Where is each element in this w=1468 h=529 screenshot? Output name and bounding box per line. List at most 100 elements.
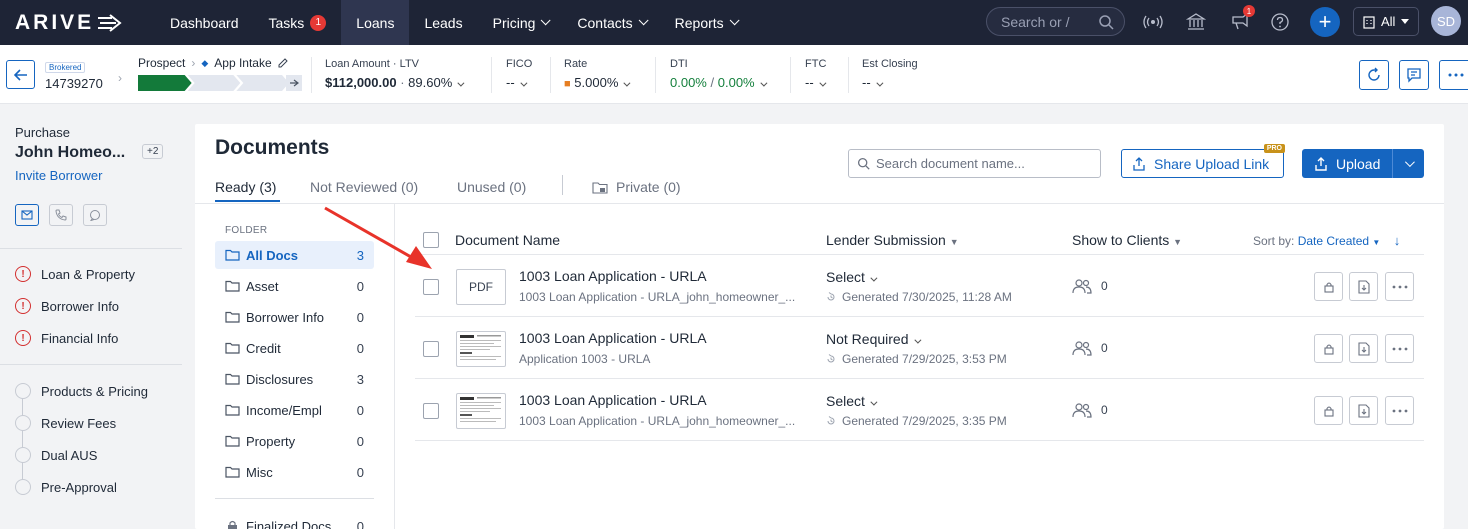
loan-stage[interactable]: Prospect › ◆ App Intake bbox=[138, 56, 288, 70]
refresh-button[interactable] bbox=[1359, 60, 1389, 90]
row-checkbox[interactable] bbox=[423, 279, 439, 295]
lender-submission-select[interactable]: Not Required bbox=[826, 331, 921, 347]
announcement-icon[interactable]: 1 bbox=[1230, 5, 1255, 33]
create-new-button[interactable]: + bbox=[1310, 7, 1340, 37]
nav-tasks[interactable]: Tasks 1 bbox=[254, 0, 342, 45]
sidebar-step-products-pricing[interactable]: Products & Pricing bbox=[15, 383, 148, 399]
loan-amount-field[interactable]: Loan Amount · LTV $112,000.00 · 89.60% bbox=[325, 58, 465, 90]
column-lender-submission[interactable]: Lender Submission ▼ bbox=[826, 232, 959, 248]
document-preview-icon bbox=[459, 334, 503, 364]
document-name[interactable]: 1003 Loan Application - URLA bbox=[519, 392, 707, 408]
sidebar-item-financial-info[interactable]: ! Financial Info bbox=[15, 330, 118, 346]
call-button[interactable] bbox=[49, 204, 73, 226]
folder-item[interactable]: Disclosures 3 bbox=[215, 365, 374, 393]
document-search-input[interactable]: Search document name... bbox=[848, 149, 1101, 178]
more-options-button[interactable] bbox=[1439, 60, 1468, 90]
row-checkbox[interactable] bbox=[423, 341, 439, 357]
folder-item[interactable]: Credit 0 bbox=[215, 334, 374, 362]
column-show-to-clients[interactable]: Show to Clients ▼ bbox=[1072, 232, 1182, 248]
lender-submission-select[interactable]: Select bbox=[826, 393, 878, 409]
sidebar-step-review-fees[interactable]: Review Fees bbox=[15, 415, 116, 431]
sms-button[interactable] bbox=[83, 204, 107, 226]
pro-badge: PRO bbox=[1263, 144, 1285, 153]
tab-ready[interactable]: Ready (3) bbox=[215, 179, 277, 195]
arive-logo[interactable]: ARIVE bbox=[15, 11, 155, 35]
folder-item[interactable]: Income/Empl 0 bbox=[215, 396, 374, 424]
history-icon bbox=[827, 292, 835, 301]
download-document-button[interactable] bbox=[1349, 396, 1378, 425]
user-avatar[interactable]: SD bbox=[1431, 6, 1461, 36]
scope-value: All bbox=[1381, 14, 1396, 29]
tab-private[interactable]: Private (0) bbox=[592, 179, 681, 195]
show-to-clients-control[interactable]: 0 bbox=[1071, 278, 1108, 294]
document-name[interactable]: 1003 Loan Application - URLA bbox=[519, 268, 707, 284]
document-thumbnail[interactable] bbox=[456, 331, 506, 367]
folder-item[interactable]: Misc 0 bbox=[215, 458, 374, 486]
dti-field[interactable]: DTI 0.00% / 0.00% bbox=[670, 58, 768, 90]
lock-document-button[interactable] bbox=[1314, 272, 1343, 301]
edit-pencil-icon[interactable] bbox=[278, 58, 288, 68]
row-more-options-button[interactable] bbox=[1385, 334, 1414, 363]
invite-borrower-link[interactable]: Invite Borrower bbox=[15, 168, 103, 183]
show-to-clients-control[interactable]: 0 bbox=[1071, 340, 1108, 356]
folder-item[interactable]: Property 0 bbox=[215, 427, 374, 455]
download-document-button[interactable] bbox=[1349, 272, 1378, 301]
lock-document-button[interactable] bbox=[1314, 396, 1343, 425]
tab-unused[interactable]: Unused (0) bbox=[457, 179, 527, 195]
history-icon bbox=[827, 354, 835, 363]
sidebar-step-dual-aus[interactable]: Dual AUS bbox=[15, 447, 97, 463]
document-row[interactable]: 1003 Loan Application - URLA Application… bbox=[415, 317, 1424, 379]
document-name[interactable]: 1003 Loan Application - URLA bbox=[519, 330, 707, 346]
lender-submission-select[interactable]: Select bbox=[826, 269, 878, 285]
folder-finalized-docs[interactable]: Finalized Docs 0 bbox=[215, 512, 374, 529]
people-icon bbox=[1072, 403, 1092, 418]
document-thumbnail[interactable]: PDF bbox=[456, 269, 506, 305]
help-icon[interactable] bbox=[1269, 11, 1291, 33]
document-thumbnail[interactable] bbox=[456, 393, 506, 429]
bank-icon[interactable] bbox=[1185, 11, 1207, 33]
sidebar-item-loan-property[interactable]: ! Loan & Property bbox=[15, 266, 135, 282]
messages-button[interactable] bbox=[1399, 60, 1429, 90]
nav-contacts[interactable]: Contacts bbox=[562, 0, 659, 45]
ftc-field[interactable]: FTC -- bbox=[805, 58, 826, 90]
people-icon bbox=[1072, 341, 1092, 356]
borrower-name[interactable]: John Homeo... bbox=[15, 144, 126, 161]
column-document-name[interactable]: Document Name bbox=[455, 232, 561, 248]
lock-document-button[interactable] bbox=[1314, 334, 1343, 363]
folder-item[interactable]: Asset 0 bbox=[215, 272, 374, 300]
broadcast-icon[interactable] bbox=[1142, 11, 1164, 33]
folder-item[interactable]: All Docs 3 bbox=[215, 241, 374, 269]
share-upload-link-button[interactable]: Share Upload Link PRO bbox=[1121, 144, 1285, 178]
email-button[interactable] bbox=[15, 204, 39, 226]
sort-direction-icon[interactable]: ↓ bbox=[1393, 233, 1401, 248]
chevron-down-icon bbox=[870, 274, 878, 282]
rate-field[interactable]: Rate ■ 5.000% bbox=[564, 58, 631, 90]
download-document-button[interactable] bbox=[1349, 334, 1378, 363]
row-more-options-button[interactable] bbox=[1385, 272, 1414, 301]
upload-button[interactable]: Upload bbox=[1302, 149, 1424, 178]
additional-borrowers-badge[interactable]: +2 bbox=[142, 144, 164, 159]
global-search-input[interactable]: Search or / bbox=[986, 7, 1125, 36]
nav-dashboard[interactable]: Dashboard bbox=[155, 0, 254, 45]
select-all-checkbox[interactable] bbox=[423, 232, 439, 248]
document-row[interactable]: 1003 Loan Application - URLA 1003 Loan A… bbox=[415, 379, 1424, 441]
sidebar-step-pre-approval[interactable]: Pre-Approval bbox=[15, 479, 117, 495]
nav-pricing[interactable]: Pricing bbox=[478, 0, 563, 45]
sort-control[interactable]: Sort by: Date Created ▼ ↓ bbox=[1253, 233, 1400, 248]
row-checkbox[interactable] bbox=[423, 403, 439, 419]
document-row[interactable]: PDF 1003 Loan Application - URLA 1003 Lo… bbox=[415, 255, 1424, 317]
folder-item[interactable]: Borrower Info 0 bbox=[215, 303, 374, 331]
upload-options-dropdown[interactable] bbox=[1392, 149, 1424, 178]
sidebar-item-borrower-info[interactable]: ! Borrower Info bbox=[15, 298, 119, 314]
back-button[interactable] bbox=[6, 60, 35, 89]
est-closing-field[interactable]: Est Closing -- bbox=[862, 58, 918, 90]
nav-leads[interactable]: Leads bbox=[409, 0, 477, 45]
row-more-options-button[interactable] bbox=[1385, 396, 1414, 425]
nav-reports[interactable]: Reports bbox=[660, 0, 751, 45]
lock-open-icon: ■ bbox=[564, 78, 571, 90]
nav-loans[interactable]: Loans bbox=[341, 0, 410, 45]
tab-not-reviewed[interactable]: Not Reviewed (0) bbox=[310, 179, 419, 195]
show-to-clients-control[interactable]: 0 bbox=[1071, 402, 1108, 418]
scope-select[interactable]: All bbox=[1353, 7, 1419, 36]
fico-field[interactable]: FICO -- bbox=[506, 58, 532, 90]
